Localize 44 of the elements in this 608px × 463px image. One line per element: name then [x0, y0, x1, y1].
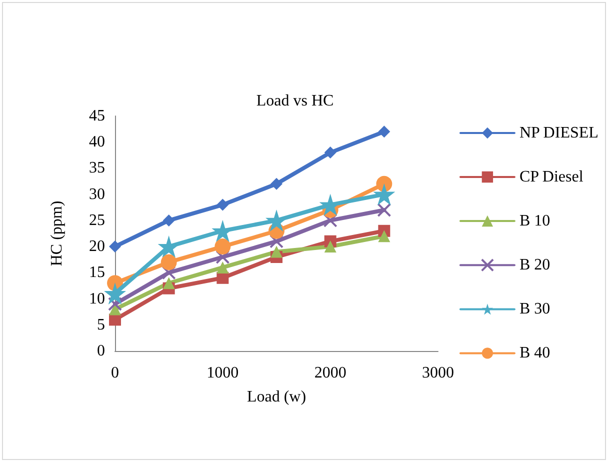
- legend-label: B 40: [519, 344, 550, 362]
- legend-label: B 10: [519, 212, 550, 230]
- y-tick-label: 40: [89, 134, 105, 151]
- y-tick-label: 35: [89, 160, 105, 177]
- point: [162, 214, 175, 226]
- point: [378, 126, 390, 138]
- point: [324, 146, 336, 159]
- y-tick-label: 45: [89, 108, 105, 124]
- y-tick-label: 10: [89, 290, 105, 308]
- y-tick-label: 15: [89, 264, 105, 282]
- point: [377, 203, 392, 217]
- point: [324, 240, 336, 253]
- point: [270, 246, 282, 258]
- legend-label: B 30: [519, 300, 550, 318]
- legend-label: B 20: [519, 256, 550, 274]
- point: [162, 277, 175, 290]
- point: [109, 240, 121, 253]
- y-tick-label: 0: [97, 342, 105, 360]
- point: [216, 250, 230, 264]
- point: [216, 261, 229, 274]
- point: [216, 198, 229, 211]
- y-tick-label: 25: [89, 212, 105, 229]
- chart-title: Load vs HC: [256, 92, 334, 110]
- x-tick-label: 2000: [314, 364, 346, 382]
- point: [373, 183, 396, 206]
- point: [108, 297, 122, 311]
- point: [270, 178, 282, 190]
- point: [378, 230, 390, 242]
- x-axis-title: Load (w): [246, 388, 306, 406]
- point: [104, 282, 126, 305]
- point: [323, 213, 338, 228]
- x-tick-label: 3000: [422, 364, 454, 382]
- x-tick-label: 0: [111, 364, 119, 382]
- y-tick-label: 20: [89, 238, 105, 256]
- legend-label: NP DIESEL: [519, 124, 598, 142]
- y-tick-label: 5: [97, 316, 105, 334]
- y-axis-title: HC (ppm): [48, 200, 66, 266]
- x-tick-label: 1000: [206, 364, 239, 382]
- legend-label: CP Diesel: [519, 168, 584, 186]
- point: [214, 238, 231, 255]
- point: [160, 254, 177, 270]
- point: [162, 266, 176, 280]
- point: [270, 234, 284, 248]
- y-tick-label: 30: [89, 186, 105, 203]
